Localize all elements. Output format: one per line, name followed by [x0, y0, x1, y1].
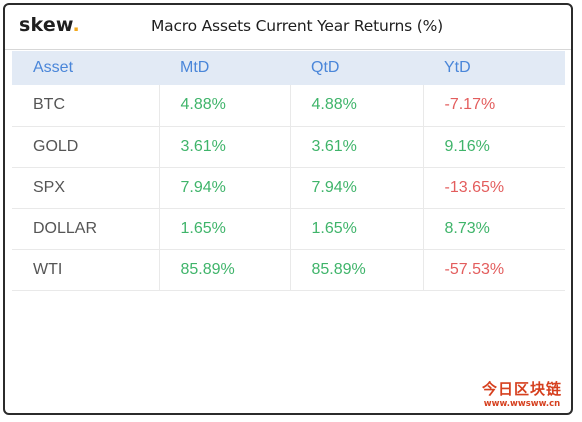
- qtd-cell: 1.65%: [289, 208, 423, 249]
- table-row: BTC 4.88% 4.88% -7.17%: [12, 85, 565, 126]
- asset-cell: DOLLAR: [33, 219, 98, 237]
- header-divider: [5, 49, 571, 50]
- mtd-cell: 4.88%: [158, 85, 290, 126]
- qtd-cell: 85.89%: [289, 249, 423, 290]
- table-row: WTI 85.89% 85.89% -57.53%: [12, 249, 565, 290]
- asset-cell: SPX: [33, 178, 66, 196]
- qtd-cell: 3.61%: [289, 126, 423, 167]
- column-header-qtd: QtD: [311, 59, 340, 76]
- brand-name: skew: [19, 14, 73, 36]
- brand-dot: .: [72, 14, 80, 36]
- mtd-cell: 85.89%: [158, 249, 290, 290]
- column-header-asset: Asset: [33, 59, 74, 76]
- returns-table: Asset MtD QtD YtD BTC 4.88% 4.88% -7.17% GOL…: [12, 51, 565, 291]
- mtd-cell: 3.61%: [158, 126, 290, 167]
- column-header-ytd: YtD: [444, 59, 471, 76]
- watermark: 今日区块链 www.wwsww.cn: [472, 381, 572, 410]
- card-header: skew. Macro Assets Current Year Returns …: [5, 5, 571, 49]
- ytd-cell: -57.53%: [422, 249, 565, 290]
- brand-logo: skew.: [19, 14, 80, 36]
- ytd-cell: -13.65%: [422, 167, 565, 208]
- table-body: BTC 4.88% 4.88% -7.17% GOLD 3.61% 3.61% 9.16% SP…: [12, 85, 565, 290]
- asset-cell: GOLD: [33, 137, 79, 155]
- mtd-cell: 7.94%: [158, 167, 290, 208]
- table-row: SPX 7.94% 7.94% -13.65%: [12, 167, 565, 208]
- ytd-cell: -7.17%: [422, 85, 565, 126]
- table-header-row: Asset MtD QtD YtD: [12, 51, 565, 85]
- asset-cell: BTC: [33, 96, 65, 114]
- ytd-cell: 8.73%: [422, 208, 565, 249]
- asset-cell: WTI: [33, 260, 63, 278]
- table-row: DOLLAR 1.65% 1.65% 8.73%: [12, 208, 565, 249]
- mtd-cell: 1.65%: [158, 208, 290, 249]
- chart-title: Macro Assets Current Year Returns (%): [151, 17, 443, 35]
- watermark-url: www.wwsww.cn: [483, 399, 561, 409]
- watermark-text: 今日区块链: [481, 380, 562, 398]
- column-header-mtd: MtD: [180, 59, 210, 76]
- qtd-cell: 4.88%: [289, 85, 423, 126]
- qtd-cell: 7.94%: [289, 167, 423, 208]
- table-row: GOLD 3.61% 3.61% 9.16%: [12, 126, 565, 167]
- ytd-cell: 9.16%: [422, 126, 565, 167]
